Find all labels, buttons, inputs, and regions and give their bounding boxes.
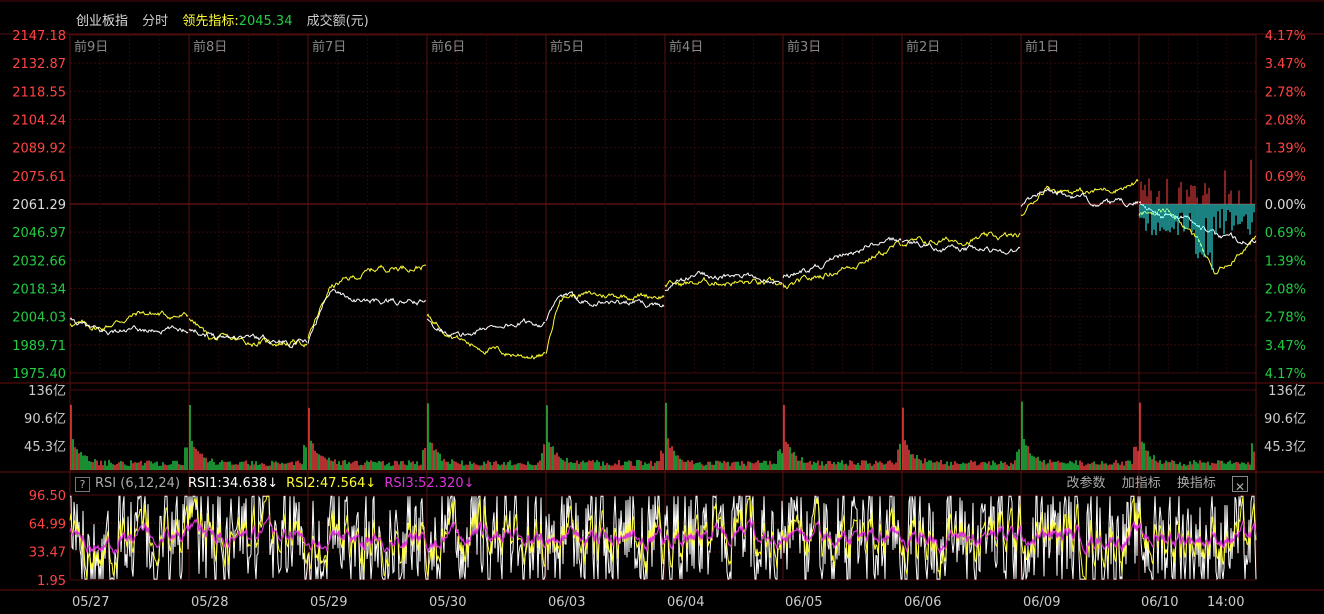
price-label: 2046.97 bbox=[12, 226, 66, 241]
volume-label-right: 45.3亿 bbox=[1264, 440, 1306, 455]
date-label: 06/06 bbox=[904, 595, 941, 610]
lead-indicator-label: 领先指标: bbox=[182, 14, 239, 29]
percent-label: 1.39% bbox=[1265, 142, 1306, 157]
price-label: 2118.55 bbox=[12, 85, 66, 100]
volume-axis: 136亿 136亿 90.6亿 90.6亿 45.3亿 45.3亿 bbox=[24, 384, 1306, 455]
volume-label-right: 90.6亿 bbox=[1264, 412, 1306, 427]
help-icon[interactable]: ? bbox=[75, 477, 90, 492]
day-labels: 前9日 前8日 前7日 前6日 前5日 前4日 前3日 前2日 前1日 bbox=[74, 39, 1059, 55]
today-lead-bars bbox=[1139, 159, 1255, 271]
percent-axis-right: 4.17% 3.47% 2.78% 2.08% 1.39% 0.69% 0.00% 0.69%… bbox=[1265, 29, 1306, 382]
price-lines bbox=[69, 178, 1257, 360]
percent-label: 2.08% bbox=[1265, 114, 1306, 129]
rsi2-value: RSI2:47.564↓ bbox=[286, 476, 377, 491]
day-label: 前9日 bbox=[74, 39, 108, 55]
date-label: 05/28 bbox=[191, 595, 228, 610]
price-label: 2075.61 bbox=[12, 170, 66, 185]
date-axis: 05/27 05/28 05/29 05/30 06/03 06/04 06/05 06/06… bbox=[72, 595, 1244, 610]
lead-indicator-value: 2045.34 bbox=[238, 14, 293, 29]
date-label: 06/10 bbox=[1141, 595, 1178, 610]
rsi3-line bbox=[69, 514, 1257, 556]
volume-label: 45.3亿 bbox=[24, 440, 66, 455]
rsi-axis-label: 64.99 bbox=[29, 517, 66, 532]
day-label: 前6日 bbox=[431, 39, 465, 55]
percent-label: 2.08% bbox=[1265, 283, 1306, 298]
rsi2-line bbox=[69, 495, 1257, 580]
price-label: 2147.18 bbox=[12, 29, 66, 44]
day-label: 前1日 bbox=[1025, 39, 1059, 55]
rsi-actions: 改参数 加指标 换指标 ✕ bbox=[1063, 474, 1256, 494]
date-label: 06/05 bbox=[785, 595, 822, 610]
percent-label: 4.17% bbox=[1265, 29, 1306, 44]
lead-indicator-line bbox=[69, 178, 1257, 360]
rsi3-value: RSI3:52.320↓ bbox=[384, 476, 475, 491]
price-label: 2061.29 bbox=[12, 198, 66, 213]
volume-bars bbox=[70, 401, 1255, 470]
percent-label: 4.17% bbox=[1265, 367, 1306, 382]
volume-label: 90.6亿 bbox=[24, 412, 66, 427]
price-axis-left: 2147.18 2132.87 2118.55 2104.24 2089.92 2075.… bbox=[12, 29, 66, 382]
date-label: 05/29 bbox=[310, 595, 347, 610]
rsi-axis-label: 96.50 bbox=[29, 489, 66, 504]
percent-label: 0.69% bbox=[1265, 226, 1306, 241]
price-label: 2089.92 bbox=[12, 142, 66, 157]
price-label: 2032.66 bbox=[12, 254, 66, 269]
day-label: 前7日 bbox=[312, 39, 346, 55]
volume-label-right: 136亿 bbox=[1268, 384, 1306, 399]
price-label: 2132.87 bbox=[12, 57, 66, 72]
date-label: 14:00 bbox=[1207, 595, 1244, 610]
chart-mode[interactable]: 分时 bbox=[142, 14, 169, 29]
chart-header: 创业板指 分时 领先指标:2045.34 成交额(元) bbox=[76, 10, 379, 29]
volume-label: 136亿 bbox=[28, 384, 66, 399]
date-label: 05/27 bbox=[72, 595, 109, 610]
index-name[interactable]: 创业板指 bbox=[76, 14, 129, 29]
rsi-settings[interactable]: RSI (6,12,24) bbox=[95, 476, 181, 491]
index-price-line bbox=[69, 187, 1257, 349]
date-label: 05/30 bbox=[429, 595, 466, 610]
date-label: 06/04 bbox=[667, 595, 704, 610]
day-label: 前8日 bbox=[193, 39, 227, 55]
price-label: 2018.34 bbox=[12, 283, 66, 298]
day-label: 前2日 bbox=[906, 39, 940, 55]
day-label: 前3日 bbox=[787, 39, 821, 55]
date-label: 06/03 bbox=[548, 595, 585, 610]
rsi-axis-label: 33.47 bbox=[29, 546, 66, 561]
lead-indicator: 领先指标:2045.34 bbox=[182, 14, 292, 29]
price-label: 2104.24 bbox=[12, 114, 66, 129]
percent-label: 1.39% bbox=[1265, 254, 1306, 269]
percent-label: 3.47% bbox=[1265, 57, 1306, 72]
rsi-axis-label: 1.95 bbox=[37, 574, 66, 589]
rsi1-value: RSI1:34.638↓ bbox=[188, 476, 279, 491]
percent-label: 3.47% bbox=[1265, 339, 1306, 354]
day-label: 前5日 bbox=[550, 39, 584, 55]
chart-grid bbox=[0, 0, 1324, 591]
day-label: 前4日 bbox=[669, 39, 703, 55]
percent-label: 2.78% bbox=[1265, 85, 1306, 100]
price-label: 1975.40 bbox=[12, 367, 66, 382]
add-indicator-button[interactable]: 加指标 bbox=[1121, 476, 1161, 491]
percent-label: 0.69% bbox=[1265, 170, 1306, 185]
switch-indicator-button[interactable]: 换指标 bbox=[1176, 476, 1216, 491]
rsi-lines bbox=[69, 495, 1257, 581]
price-label: 1989.71 bbox=[12, 339, 66, 354]
change-params-button[interactable]: 改参数 bbox=[1066, 476, 1106, 491]
rsi-header: ? RSI (6,12,24) RSI1:34.638↓ RSI2:47.564↓ RS… bbox=[70, 474, 1256, 494]
rsi-axis: 96.50 64.99 33.47 1.95 bbox=[29, 489, 66, 589]
percent-label: 0.00% bbox=[1265, 198, 1306, 213]
close-icon[interactable]: ✕ bbox=[1232, 476, 1248, 494]
price-label: 2004.03 bbox=[12, 311, 66, 326]
percent-label: 2.78% bbox=[1265, 311, 1306, 326]
date-label: 06/09 bbox=[1023, 595, 1060, 610]
volume-label: 成交额(元) bbox=[306, 14, 369, 29]
